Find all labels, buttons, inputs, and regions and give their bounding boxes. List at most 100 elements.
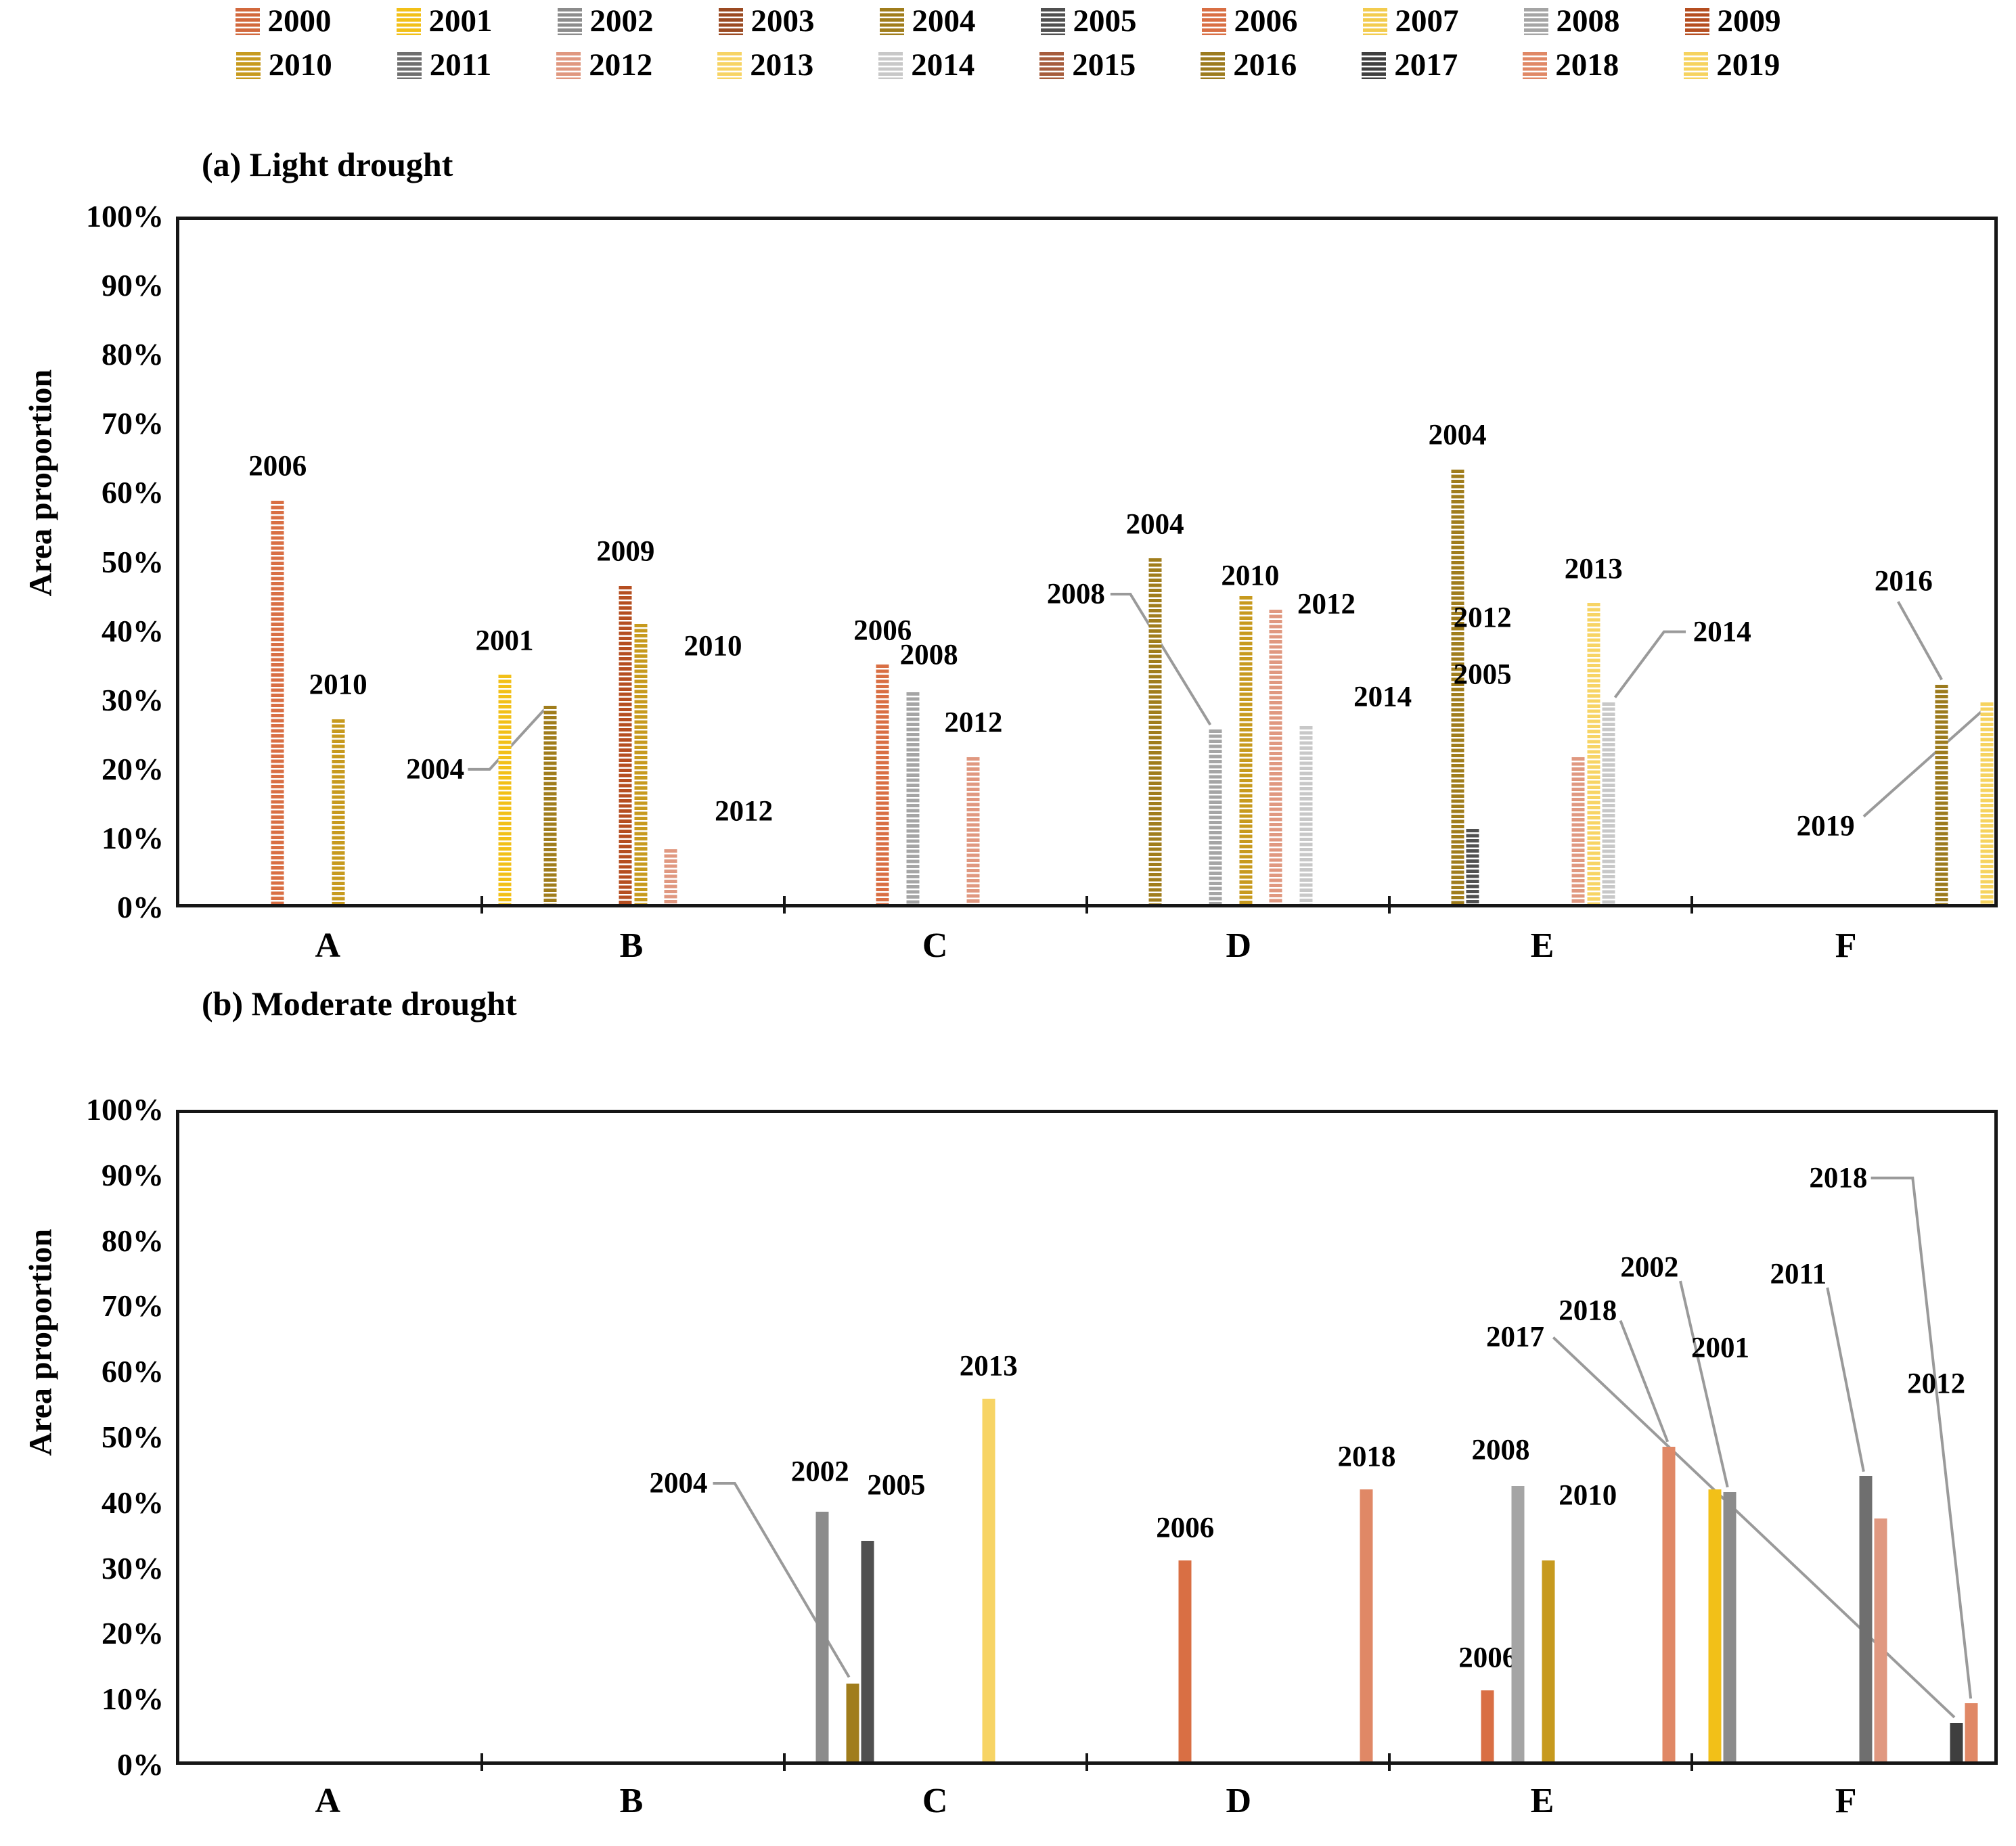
legend-item-2016: 2016	[1201, 49, 1297, 81]
chart-b-y-tick-labels: 100% 90% 80% 70% 60% 50% 40% 30% 20% 10% 0%	[0, 1094, 164, 1780]
legend-label: 2001	[428, 3, 493, 39]
bar-label-a-D-2010: 2010	[1221, 560, 1280, 592]
bar-a-E-2004	[1451, 470, 1464, 904]
legend-item-2013: 2013	[717, 49, 813, 81]
y-tick-label: 20%	[102, 1616, 164, 1651]
bar-label-a-B-2012: 2012	[715, 795, 774, 827]
legend-item-2000: 2000	[235, 3, 332, 39]
x-axis-boundary-tick	[1690, 896, 1693, 914]
legend-item-2011: 2011	[397, 49, 491, 81]
legend-item-2010: 2010	[236, 49, 332, 81]
legend-swatch-2016-icon	[1201, 51, 1226, 79]
y-tick-label: 20%	[102, 751, 164, 786]
x-axis-boundary-tick	[1085, 1753, 1088, 1771]
legend: 2000 2001 2002 2003 2004 2005 2006 2007 2008 2009…	[0, 5, 2016, 81]
bar-label-a-C-2012: 2012	[944, 706, 1003, 739]
bar-label-a-E-2012: 2012	[1453, 602, 1512, 634]
y-tick-label: 0%	[117, 1747, 164, 1782]
bar-label-a-C-2008: 2008	[899, 639, 958, 671]
legend-item-2006: 2006	[1201, 3, 1298, 39]
bar-a-B-2010	[634, 623, 648, 904]
legend-label: 2005	[1073, 3, 1137, 39]
x-axis-boundary-tick	[1388, 896, 1391, 914]
bar-a-A-2010	[332, 719, 345, 904]
category-label-D: D	[1226, 1782, 1252, 1820]
legend-label: 2006	[1234, 3, 1298, 39]
legend-item-2014: 2014	[878, 49, 975, 81]
bar-a-D-2008	[1209, 729, 1222, 904]
bar-b-F-2018	[1965, 1703, 1978, 1761]
chart-b-title: (b) Moderate drought	[202, 985, 517, 1022]
legend-label: 2009	[1717, 3, 1781, 39]
x-axis-boundary-tick	[783, 896, 786, 914]
legend-item-2004: 2004	[879, 3, 976, 39]
bar-a-C-2008	[906, 692, 920, 904]
bar-a-E-2013	[1587, 603, 1600, 904]
legend-swatch-2012-icon	[556, 51, 581, 79]
bar-b-E-2008	[1511, 1485, 1525, 1761]
legend-swatch-2008-icon	[1523, 7, 1548, 35]
callout-line-b-F-2017	[1553, 1337, 1954, 1717]
legend-label: 2004	[912, 3, 976, 39]
legend-item-2009: 2009	[1684, 3, 1781, 39]
y-tick-label: 90%	[102, 268, 164, 303]
legend-item-2019: 2019	[1684, 49, 1780, 81]
legend-swatch-2018-icon	[1523, 51, 1548, 79]
bar-label-a-A-2010: 2010	[309, 669, 367, 701]
y-tick-label: 80%	[102, 1223, 164, 1258]
bar-label-b-E-2008: 2008	[1471, 1434, 1530, 1466]
legend-item-2012: 2012	[556, 49, 652, 81]
bar-label-b-C-2002: 2002	[790, 1456, 849, 1488]
legend-label: 2019	[1716, 47, 1780, 83]
callout-line-b-F-2011	[1827, 1288, 1864, 1472]
legend-item-2008: 2008	[1523, 3, 1620, 39]
legend-swatch-2017-icon	[1362, 51, 1387, 79]
bar-label-b-F-2011: 2011	[1770, 1258, 1827, 1290]
legend-swatch-2014-icon	[878, 51, 903, 79]
bar-b-C-2013	[982, 1398, 995, 1761]
x-axis-boundary-tick	[480, 1753, 483, 1771]
legend-label: 2008	[1556, 3, 1620, 39]
legend-item-2001: 2001	[396, 3, 493, 39]
bar-a-E-2014	[1602, 702, 1615, 904]
legend-swatch-2005-icon	[1040, 7, 1065, 35]
y-tick-label: 60%	[102, 1354, 164, 1389]
category-label-A: A	[315, 1782, 341, 1820]
legend-item-2018: 2018	[1523, 49, 1619, 81]
y-tick-label: 40%	[102, 613, 164, 648]
legend-swatch-2011-icon	[397, 51, 422, 79]
legend-label: 2018	[1555, 47, 1619, 83]
chart-a-y-tick-labels: 100% 90% 80% 70% 60% 50% 40% 30% 20% 10% 0%	[0, 201, 164, 923]
legend-swatch-2015-icon	[1039, 51, 1065, 79]
y-tick-label: 50%	[102, 1420, 164, 1454]
bar-label-a-F-2016: 2016	[1874, 565, 1933, 598]
bar-a-B-2012	[664, 849, 677, 904]
legend-item-2007: 2007	[1362, 5, 1459, 37]
y-tick-label: 30%	[102, 682, 164, 717]
chart-a-category-labels: A B C D E F	[176, 928, 1998, 969]
legend-label: 2000	[267, 3, 332, 39]
legend-label: 2013	[750, 47, 814, 83]
bar-label-a-E-2004: 2004	[1428, 419, 1487, 451]
chart-a-title: (a) Light drought	[202, 145, 453, 183]
x-axis-boundary-tick	[1388, 1753, 1391, 1771]
bar-b-D-2006	[1178, 1560, 1192, 1761]
legend-swatch-2002-icon	[557, 7, 582, 35]
bar-a-D-2012	[1269, 610, 1282, 904]
bar-b-C-2004	[846, 1684, 859, 1761]
y-tick-label: 90%	[102, 1157, 164, 1192]
bar-label-b-C-2013: 2013	[959, 1350, 1018, 1382]
legend-row-1: 2000 2001 2002 2003 2004 2005 2006 2007 2008 2009	[235, 3, 1781, 39]
category-label-A: A	[315, 926, 341, 965]
bar-a-D-2010	[1239, 596, 1253, 904]
bar-a-C-2006	[876, 665, 889, 904]
legend-swatch-2007-icon	[1362, 7, 1387, 35]
legend-label: 2017	[1394, 47, 1458, 83]
legend-label: 2011	[429, 47, 492, 83]
bar-label-a-E-2013: 2013	[1564, 553, 1623, 585]
bar-a-C-2012	[966, 757, 980, 904]
y-tick-label: 10%	[102, 820, 164, 855]
bar-a-B-2001	[498, 675, 512, 904]
bar-label-b-C-2004: 2004	[649, 1467, 708, 1500]
chart-b-category-labels: A B C D E F	[176, 1784, 1998, 1824]
